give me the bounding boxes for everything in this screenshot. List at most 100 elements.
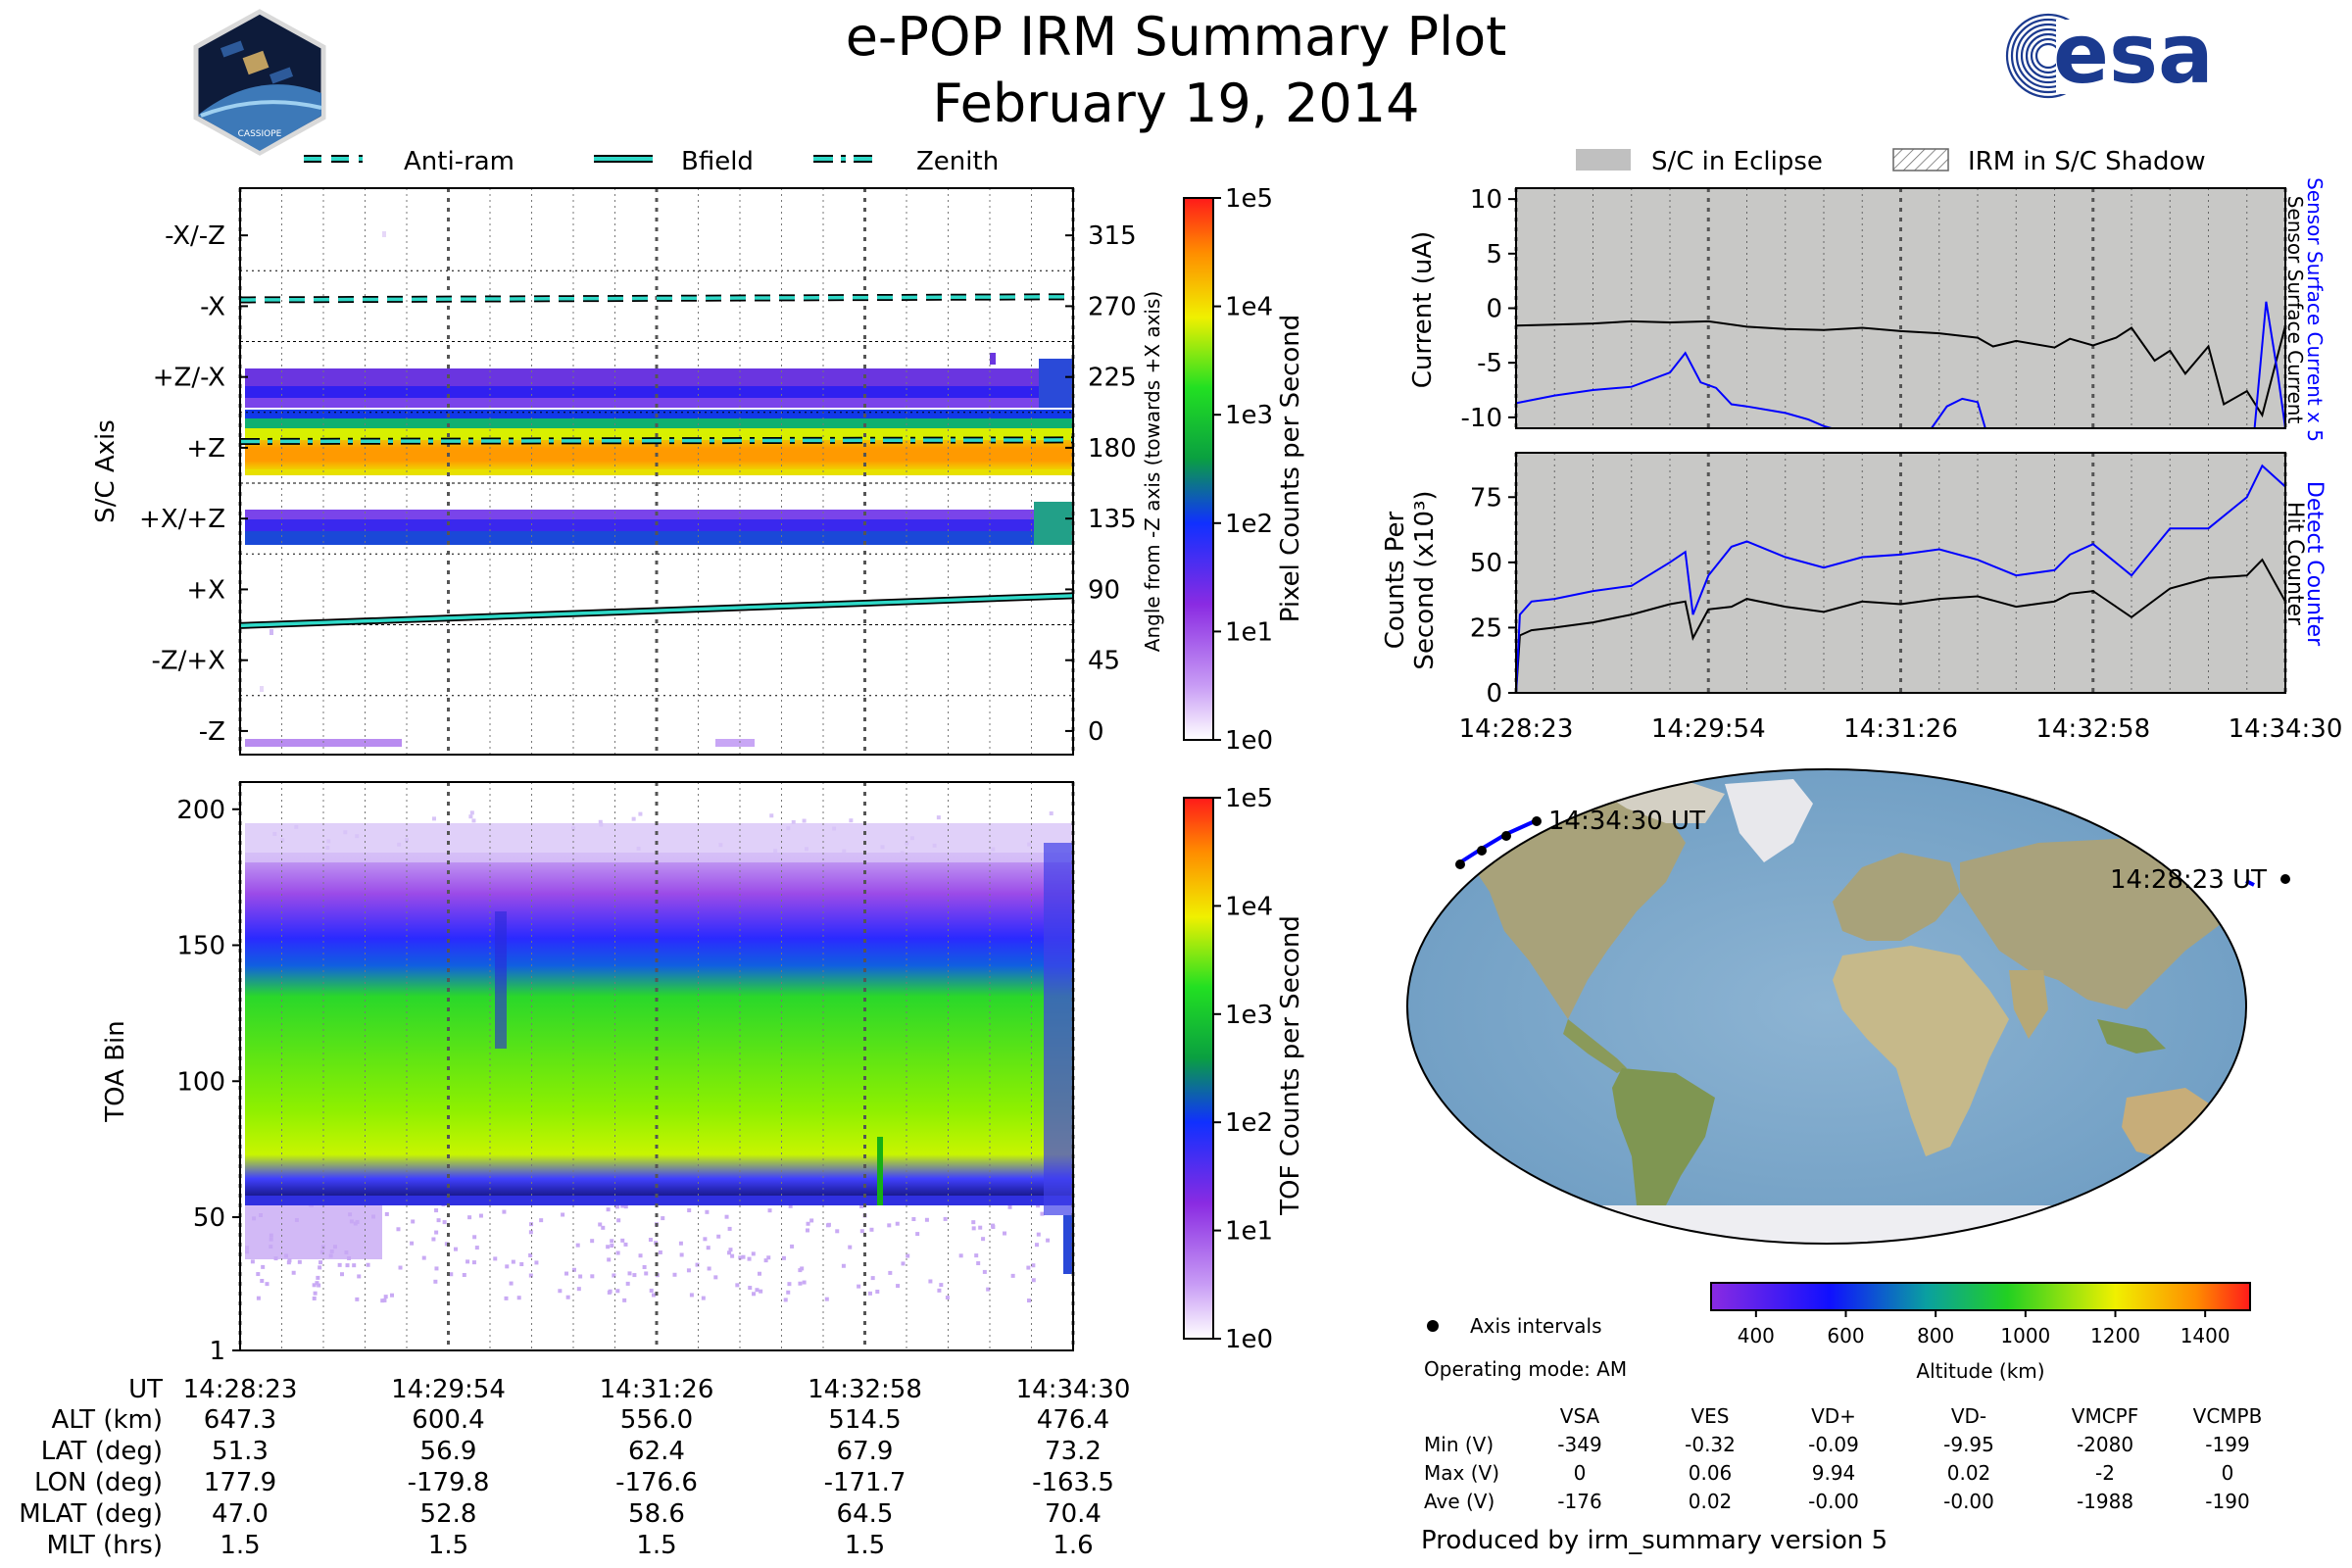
toa-noise-speck <box>791 819 796 824</box>
ephemeris-value: -171.7 <box>824 1468 906 1497</box>
colorbar-tick-label: 1e0 <box>1225 1325 1273 1354</box>
counts-series <box>1515 464 2286 694</box>
altitude-tick-label: 400 <box>1738 1324 1775 1348</box>
cassiope-logo-text: CASSIOPE <box>238 129 282 139</box>
series-line-sensor-surface-current <box>1515 319 2286 418</box>
orbit-path-east <box>2245 879 2255 887</box>
colorbar-tick-label: 1e3 <box>1225 401 1273 430</box>
toa-noise-speck <box>867 1291 872 1296</box>
toa-noise-speck <box>516 1296 521 1300</box>
line-panel-ytick-label: 10 <box>1470 185 1502 215</box>
pixel-axis-label: +Z/-X <box>153 364 225 393</box>
toa-noise-speck <box>713 1275 718 1280</box>
toa-noise-speck <box>352 1263 357 1268</box>
toa-noise-speck <box>748 1286 753 1291</box>
toa-noise-speck <box>398 1265 403 1270</box>
ephemeris-value: 1.6 <box>1053 1531 1093 1560</box>
toa-noise-speck <box>380 1298 385 1303</box>
toa-noise-speck <box>410 1241 415 1246</box>
toa-noise-speck <box>421 1255 426 1260</box>
toa-noise-speck <box>724 1214 729 1219</box>
toa-noise-speck <box>622 1298 627 1302</box>
voltage-column-header: VES <box>1690 1404 1729 1428</box>
land-antarctica <box>1407 1205 2246 1244</box>
toa-noise-speck <box>539 1218 544 1223</box>
toa-noise-speck <box>558 1289 563 1294</box>
ephemeris-value: 51.3 <box>212 1437 269 1466</box>
land-india <box>2009 970 2048 1039</box>
ephemeris-value: 556.0 <box>620 1405 693 1435</box>
toa-ytick-label: 100 <box>176 1067 225 1097</box>
ephemeris-value: 52.8 <box>420 1499 477 1529</box>
toa-noise-speck <box>971 1220 976 1225</box>
pixel-y2label: Angle from -Z axis (towards +X axis) <box>1141 291 1164 652</box>
voltage-value: -0.00 <box>1808 1490 1859 1513</box>
toa-noise-speck <box>383 1295 388 1299</box>
toa-noise-speck <box>620 1203 625 1208</box>
toa-noise-speck <box>561 1212 565 1217</box>
toa-yticks: 200 150 100 50 1 <box>176 796 240 1366</box>
toa-noise-speck <box>939 1283 944 1288</box>
toa-noise-speck <box>453 1247 458 1251</box>
toa-heatmap-panel: 200 150 100 50 1 TOA Bin <box>101 781 1075 1366</box>
colorbar-tick-label: 1e1 <box>1225 1217 1273 1247</box>
toa-noise-speck <box>638 1253 643 1258</box>
ephemeris-value: -163.5 <box>1032 1468 1114 1497</box>
voltage-column-header: VSA <box>1560 1404 1600 1428</box>
altitude-tick-label: 1000 <box>2000 1324 2050 1348</box>
altitude-label: Altitude (km) <box>1916 1359 2044 1383</box>
toa-noise-speck <box>870 1276 875 1281</box>
pixel-angle-tick-label: 135 <box>1088 505 1137 534</box>
axis-interval-marker <box>2280 874 2290 884</box>
toa-noise-speck <box>638 811 643 816</box>
voltage-value: 0.02 <box>1689 1490 1733 1513</box>
voltage-table: VSA VES VD+ VD- VMCPF VCMPB Min (V) -349 -0.32 -0… <box>1424 1404 2262 1513</box>
time-tick-label: 14:31:26 <box>600 1375 714 1404</box>
toa-noise-speck <box>848 1245 853 1250</box>
toa-noise-speck <box>687 1208 692 1213</box>
toa-noise-speck <box>390 1293 395 1298</box>
toa-noise-speck <box>1031 1263 1036 1268</box>
counts-time-tick-label: 14:34:30 <box>2229 714 2343 744</box>
toa-noise-speck <box>906 1253 910 1258</box>
ephemeris-value: 47.0 <box>212 1499 269 1529</box>
toa-noise-speck <box>1031 1278 1036 1283</box>
colorbar-tick-label: 1e0 <box>1225 726 1273 756</box>
pixel-axis-labels: -X/-Z -X +Z/-X +Z +X/+Z +X -Z/+X -Z <box>139 221 1073 747</box>
counts-ylabel-line2: Second (x10³) <box>1410 490 1440 669</box>
toa-noise-speck <box>875 1289 880 1294</box>
toa-noise-speck <box>787 1282 792 1287</box>
voltage-value: -9.95 <box>1943 1433 1994 1456</box>
operating-mode: Operating mode: AM <box>1424 1357 1627 1381</box>
toa-noise-speck <box>528 1273 533 1278</box>
toa-noise-speck <box>695 1262 700 1267</box>
ephemeris-row-label: MLT (hrs) <box>47 1531 164 1560</box>
ephemeris-value: 67.9 <box>837 1437 894 1466</box>
toa-noise-speck <box>631 816 636 821</box>
series-line-hit-counter <box>1515 558 2286 694</box>
ephemeris-value: 56.9 <box>420 1437 477 1466</box>
current-line-panel: 10 5 0 -5 -10 Current (uA) Sensor Surface Cu… <box>1408 177 2327 442</box>
line-panel-ytick-label: 5 <box>1486 240 1502 270</box>
orbit-map: 14:34:30 UT 14:28:23 UT <box>1406 768 2290 1245</box>
toa-noise-speck <box>466 1259 470 1264</box>
toa-noise-speck <box>355 1297 360 1301</box>
toa-noise-speck <box>766 1255 771 1260</box>
toa-noise-speck <box>505 1264 510 1269</box>
toa-noise-speck <box>991 1223 996 1228</box>
ephemeris-value: 64.5 <box>837 1499 894 1529</box>
toa-noise-speck <box>534 1260 539 1265</box>
toa-noise-speck <box>896 1284 901 1289</box>
map-start-label: 14:28:23 UT <box>2110 865 2267 895</box>
ephemeris-row-label: MLAT (deg) <box>19 1499 163 1529</box>
toa-noise-speck <box>431 816 436 821</box>
toa-noise-speck <box>857 1284 861 1289</box>
ephemeris-table: UT 14:28:23 14:29:54 14:31:26 14:32:58 14:34… <box>19 1375 1130 1560</box>
toa-noise-speck <box>610 1239 614 1244</box>
voltage-row-label: Ave (V) <box>1424 1490 1494 1513</box>
toa-noise-speck <box>783 1298 788 1302</box>
legend-anti-ram: Anti-ram <box>404 147 514 176</box>
toa-noise-speck <box>256 1272 261 1277</box>
toa-noise-speck <box>607 1257 612 1262</box>
toa-noise-speck <box>788 1203 793 1208</box>
